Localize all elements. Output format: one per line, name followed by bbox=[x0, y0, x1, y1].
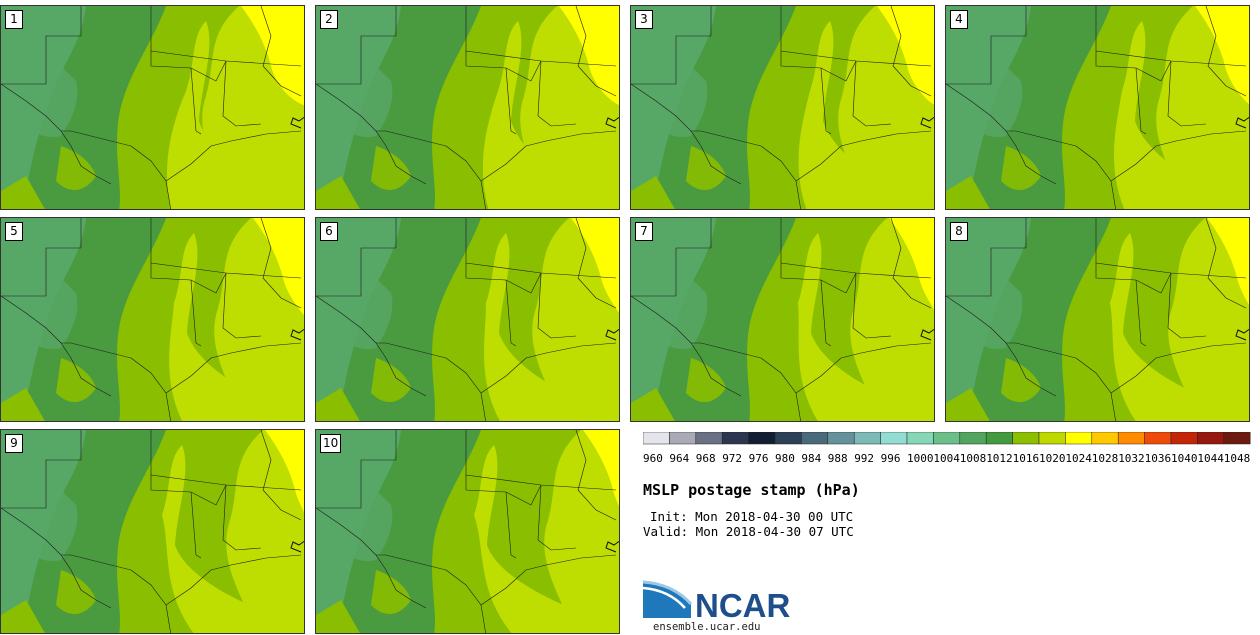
colorbar-tick-label: 1008 bbox=[960, 452, 987, 465]
colorbar-tick-label: 964 bbox=[669, 452, 689, 465]
member-number-label: 7 bbox=[635, 222, 653, 241]
colorbar-tick-label: 1012 bbox=[986, 452, 1013, 465]
colorbar-tick-label: 968 bbox=[696, 452, 716, 465]
colorbar-swatch bbox=[695, 432, 723, 445]
mslp-map bbox=[316, 6, 619, 209]
member-number-label: 4 bbox=[950, 10, 968, 29]
member-map-panel: 6 bbox=[315, 217, 620, 422]
member-map-panel: 3 bbox=[630, 5, 935, 210]
valid-time: Valid: Mon 2018-04-30 07 UTC bbox=[643, 524, 854, 539]
colorbar-tick-label: 972 bbox=[722, 452, 742, 465]
colorbar-tick-label: 980 bbox=[775, 452, 795, 465]
colorbar-swatch bbox=[985, 432, 1013, 445]
colorbar-tick-label: 984 bbox=[801, 452, 821, 465]
colorbar-swatch bbox=[959, 432, 987, 445]
colorbar-tick-label: 1004 bbox=[933, 452, 960, 465]
mslp-map bbox=[1, 6, 304, 209]
colorbar-tick-label: 1024 bbox=[1065, 452, 1092, 465]
colorbar-tick-label: 1000 bbox=[907, 452, 934, 465]
member-map-panel: 10 bbox=[315, 429, 620, 634]
mslp-map bbox=[316, 218, 619, 421]
colorbar-legend: 960 964 968 972 976 980 984 988 992 996 1000 1004 10… bbox=[643, 432, 1253, 468]
colorbar-swatch bbox=[827, 432, 855, 445]
mslp-map bbox=[1, 430, 304, 633]
colorbar-swatch bbox=[1065, 432, 1093, 445]
logo-url: ensemble.ucar.edu bbox=[653, 621, 761, 633]
member-number-label: 9 bbox=[5, 434, 23, 453]
member-number-label: 5 bbox=[5, 222, 23, 241]
colorbar-tick-label: 1044 bbox=[1197, 452, 1224, 465]
mslp-map bbox=[631, 6, 934, 209]
colorbar-swatch bbox=[1117, 432, 1145, 445]
mslp-map bbox=[1, 218, 304, 421]
colorbar-swatch bbox=[721, 432, 749, 445]
member-number-label: 6 bbox=[320, 222, 338, 241]
colorbar-tick-label: 1028 bbox=[1092, 452, 1119, 465]
member-number-label: 3 bbox=[635, 10, 653, 29]
colorbar-swatch bbox=[1170, 432, 1198, 445]
mslp-map bbox=[631, 218, 934, 421]
colorbar-tick-label: 996 bbox=[881, 452, 901, 465]
colorbar-tick-label: 1016 bbox=[1013, 452, 1040, 465]
member-map-panel: 2 bbox=[315, 5, 620, 210]
colorbar-tick-label: 1032 bbox=[1118, 452, 1145, 465]
colorbar-swatch bbox=[1144, 432, 1172, 445]
colorbar-swatch bbox=[1091, 432, 1119, 445]
mslp-map bbox=[316, 430, 619, 633]
colorbar-tick-label: 960 bbox=[643, 452, 663, 465]
colorbar-tick-label: 1048 bbox=[1224, 452, 1251, 465]
colorbar-swatch bbox=[643, 432, 670, 445]
colorbar-tick-label: 1040 bbox=[1171, 452, 1198, 465]
member-number-label: 8 bbox=[950, 222, 968, 241]
colorbar-swatch bbox=[801, 432, 829, 445]
init-time: Init: Mon 2018-04-30 00 UTC bbox=[650, 509, 854, 524]
colorbar-swatch bbox=[880, 432, 908, 445]
member-number-label: 1 bbox=[5, 10, 23, 29]
colorbar-tick-label: 1036 bbox=[1145, 452, 1172, 465]
member-map-panel: 7 bbox=[630, 217, 935, 422]
member-map-panel: 9 bbox=[0, 429, 305, 634]
colorbar-swatch bbox=[1012, 432, 1040, 445]
member-map-panel: 8 bbox=[945, 217, 1250, 422]
svg-text:NCAR: NCAR bbox=[695, 587, 790, 622]
mslp-map bbox=[946, 218, 1249, 421]
member-map-panel: 4 bbox=[945, 5, 1250, 210]
member-number-label: 2 bbox=[320, 10, 338, 29]
colorbar-swatch bbox=[774, 432, 802, 445]
member-map-panel: 1 bbox=[0, 5, 305, 210]
member-map-panel: 5 bbox=[0, 217, 305, 422]
ncar-logo: NCAR bbox=[642, 578, 793, 626]
colorbar-tick-label: 992 bbox=[854, 452, 874, 465]
colorbar-tick-label: 1020 bbox=[1039, 452, 1066, 465]
colorbar-swatch bbox=[748, 432, 776, 445]
chart-title: MSLP postage stamp (hPa) bbox=[643, 481, 860, 499]
mslp-map bbox=[946, 6, 1249, 209]
colorbar-swatch bbox=[1223, 432, 1251, 445]
colorbar-swatch bbox=[1038, 432, 1066, 445]
member-number-label: 10 bbox=[320, 434, 342, 453]
colorbar-swatch bbox=[906, 432, 934, 445]
colorbar-swatch bbox=[853, 432, 881, 445]
colorbar-swatch bbox=[933, 432, 961, 445]
colorbar-swatch bbox=[669, 432, 697, 445]
colorbar-tick-label: 976 bbox=[749, 452, 769, 465]
colorbar-tick-label: 988 bbox=[828, 452, 848, 465]
colorbar-swatch bbox=[1197, 432, 1225, 445]
